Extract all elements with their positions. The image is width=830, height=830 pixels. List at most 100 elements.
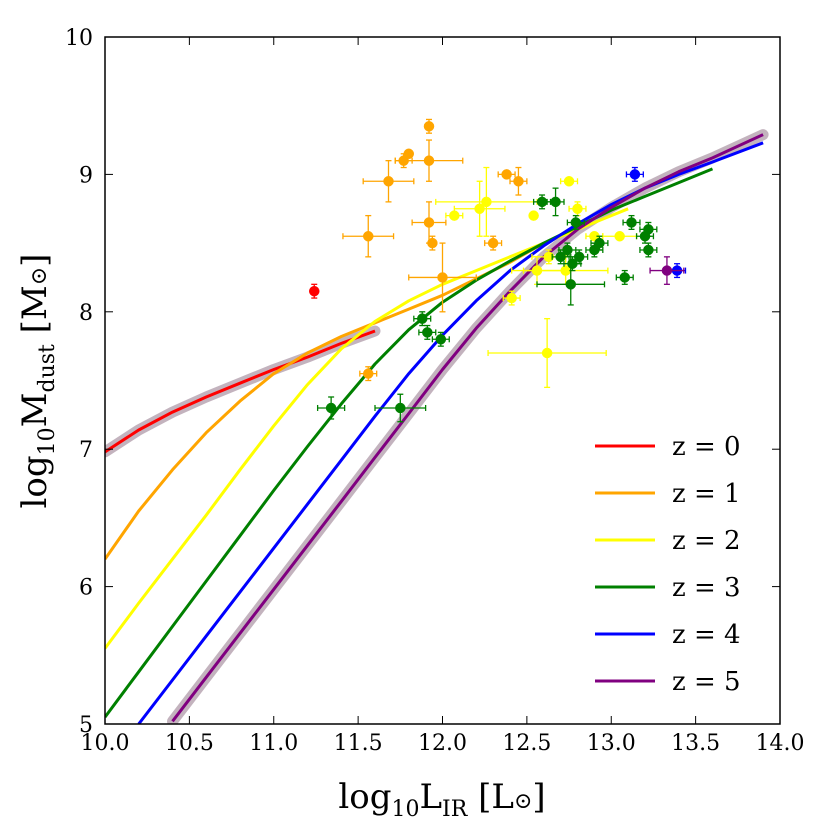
data-point-marker xyxy=(435,334,447,345)
data-point-marker xyxy=(541,347,553,359)
data-point-marker xyxy=(626,217,637,228)
data-point-marker xyxy=(325,402,337,414)
data-point-z-2 xyxy=(559,176,579,187)
data-point-z-2 xyxy=(445,210,464,221)
data-point-marker xyxy=(423,155,435,166)
data-point-marker xyxy=(423,121,435,132)
data-point-z-2 xyxy=(502,290,521,306)
data-point-z-3 xyxy=(413,311,432,327)
legend-label: z = 3 xyxy=(672,573,741,603)
y-axis-label: log10Mdust [M⊙] xyxy=(15,254,60,509)
data-point-z-3 xyxy=(558,242,577,258)
data-point-marker xyxy=(363,230,374,242)
x-tick-label: 11.0 xyxy=(249,731,298,756)
data-point-z-1 xyxy=(362,160,415,203)
series-line-z-1 xyxy=(105,241,545,560)
data-point-z-2 xyxy=(435,166,538,237)
data-point-z-2 xyxy=(568,201,587,217)
x-axis-label: log10LIR [L⊙] xyxy=(338,777,545,822)
data-point-z-2 xyxy=(531,249,567,265)
x-tick-label: 10.0 xyxy=(81,731,130,756)
data-point-marker xyxy=(309,285,320,297)
y-tick-label: 5 xyxy=(79,713,93,738)
data-point-marker xyxy=(383,176,394,187)
y-tick-label: 9 xyxy=(79,163,93,188)
data-point-z-0 xyxy=(309,283,320,299)
legend-item-z-2: z = 2 xyxy=(595,526,741,556)
data-point-z-3 xyxy=(546,187,565,217)
data-point-z-1 xyxy=(342,214,395,258)
data-point-z-2 xyxy=(453,180,506,237)
data-point-z-3 xyxy=(639,242,658,258)
x-tick-label: 14.0 xyxy=(756,731,805,756)
data-point-z-3 xyxy=(374,393,427,423)
data-point-marker xyxy=(423,217,435,228)
data-point-marker xyxy=(619,272,630,283)
x-tick-label: 11.5 xyxy=(334,731,383,756)
data-point-marker xyxy=(481,196,492,208)
data-point-z-3 xyxy=(566,214,585,231)
data-point-marker xyxy=(550,196,561,208)
data-point-marker xyxy=(536,196,548,208)
data-point-marker xyxy=(614,230,625,242)
data-point-marker xyxy=(643,244,654,256)
data-point-z-3 xyxy=(590,235,609,251)
data-point-marker xyxy=(629,169,641,180)
data-point-marker xyxy=(422,327,433,338)
data-point-z-2 xyxy=(602,230,638,242)
data-point-marker xyxy=(437,272,448,283)
data-point-z-4 xyxy=(625,166,644,182)
data-point-z-1 xyxy=(408,242,477,313)
legend: z = 0 z = 1 z = 2 z = 3 z = 4 z = 5 xyxy=(595,432,741,697)
legend-label: z = 4 xyxy=(672,620,741,650)
series-line-z-5 xyxy=(171,133,764,723)
data-point-z-3 xyxy=(418,324,437,340)
data-point-marker xyxy=(395,402,406,414)
y-tick-label: 8 xyxy=(79,301,93,326)
data-point-marker xyxy=(562,244,573,256)
data-point-z-3 xyxy=(570,249,589,265)
data-points xyxy=(309,118,687,423)
x-tick-label: 12.0 xyxy=(418,731,467,756)
series-line-z-0 xyxy=(105,329,376,454)
data-point-z-1 xyxy=(427,235,438,251)
data-point-z-3 xyxy=(622,214,641,231)
data-point-marker xyxy=(506,292,517,304)
legend-label: z = 0 xyxy=(672,432,741,462)
y-tick-label: 6 xyxy=(79,576,93,601)
data-point-z-3 xyxy=(639,221,658,237)
series-line-z-3 xyxy=(105,167,714,718)
data-point-z-1 xyxy=(394,139,464,182)
x-tick-label: 10.5 xyxy=(165,731,214,756)
data-point-z-1 xyxy=(484,235,503,251)
data-point-marker xyxy=(573,251,585,263)
x-tick-label: 13.5 xyxy=(671,731,720,756)
data-point-marker xyxy=(661,265,673,276)
legend-item-z-0: z = 0 xyxy=(595,432,741,462)
data-point-marker xyxy=(487,237,499,249)
data-point-z-1 xyxy=(359,366,378,382)
data-point-marker xyxy=(403,148,414,160)
data-point-marker xyxy=(449,210,460,221)
data-point-marker xyxy=(427,237,438,249)
x-tick-label: 13.0 xyxy=(587,731,636,756)
data-point-z-3 xyxy=(316,396,346,420)
data-point-marker xyxy=(417,313,428,324)
data-point-marker xyxy=(570,217,582,228)
plot-frame xyxy=(104,36,781,725)
data-point-z-1 xyxy=(497,169,516,180)
data-point-z-1 xyxy=(423,118,435,134)
data-point-marker xyxy=(363,368,374,379)
legend-item-z-4: z = 4 xyxy=(595,620,741,650)
legend-label: z = 2 xyxy=(672,526,741,556)
data-point-z-3 xyxy=(431,331,450,347)
data-point-marker xyxy=(565,279,576,290)
data-point-marker xyxy=(528,210,539,221)
data-point-marker xyxy=(501,169,512,180)
y-tick-label: 10 xyxy=(65,26,93,51)
data-point-z-3 xyxy=(536,263,606,306)
legend-label: z = 5 xyxy=(672,667,741,697)
data-point-marker xyxy=(572,203,583,214)
series-band-z-0 xyxy=(105,325,381,458)
